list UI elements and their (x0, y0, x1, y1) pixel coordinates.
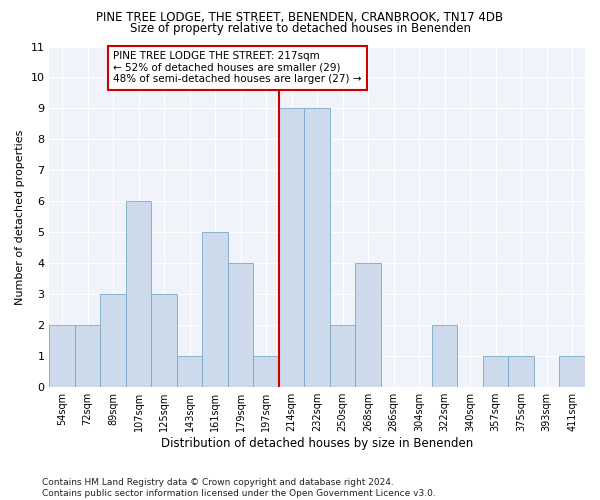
Text: Contains HM Land Registry data © Crown copyright and database right 2024.
Contai: Contains HM Land Registry data © Crown c… (42, 478, 436, 498)
Bar (304, 108, 330, 387)
Bar (49, 326, 75, 387)
Text: Size of property relative to detached houses in Benenden: Size of property relative to detached ho… (130, 22, 470, 35)
Bar (177, 356, 202, 387)
Bar (432, 326, 457, 387)
Text: PINE TREE LODGE THE STREET: 217sqm
← 52% of detached houses are smaller (29)
48%: PINE TREE LODGE THE STREET: 217sqm ← 52%… (113, 51, 362, 84)
Bar (355, 264, 381, 387)
Bar (228, 264, 253, 387)
Bar (483, 356, 508, 387)
Bar (202, 232, 228, 387)
Text: PINE TREE LODGE, THE STREET, BENENDEN, CRANBROOK, TN17 4DB: PINE TREE LODGE, THE STREET, BENENDEN, C… (97, 11, 503, 24)
Bar (126, 202, 151, 387)
Bar (330, 326, 355, 387)
Bar (559, 356, 585, 387)
Bar (151, 294, 177, 387)
X-axis label: Distribution of detached houses by size in Benenden: Distribution of detached houses by size … (161, 437, 473, 450)
Bar (100, 294, 126, 387)
Bar (279, 108, 304, 387)
Bar (508, 356, 534, 387)
Bar (75, 326, 100, 387)
Bar (253, 356, 279, 387)
Y-axis label: Number of detached properties: Number of detached properties (15, 129, 25, 304)
